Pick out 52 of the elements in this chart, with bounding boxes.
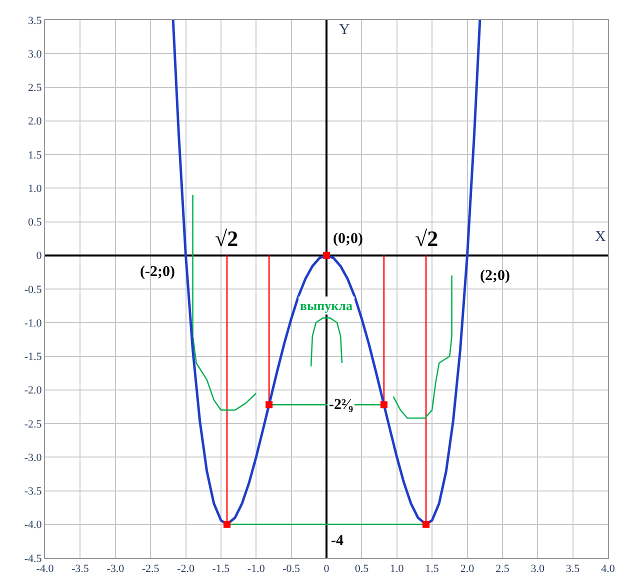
- annotation: выпукла: [300, 298, 353, 313]
- x-tick-label: 2.0: [460, 563, 475, 576]
- x-tick-label: -0.5: [282, 563, 301, 576]
- y-tick-label: 0: [36, 250, 42, 262]
- x-tick-label: 3.0: [530, 563, 546, 576]
- x-tick-label: -4.0: [36, 563, 54, 576]
- point: [266, 401, 273, 408]
- y-tick-label: -3.0: [24, 452, 42, 464]
- y-axis-title: Y: [339, 22, 350, 38]
- point: [380, 401, 388, 408]
- y-tick-label: 3.5: [28, 14, 42, 27]
- annotation: -4: [331, 533, 344, 549]
- annotation: -2²⁄₉: [329, 397, 354, 413]
- x-tick-label: 0.5: [354, 563, 370, 576]
- line-series: [310, 317, 343, 367]
- x-tick-label: 1.5: [425, 563, 440, 576]
- x-tick-label: -3.0: [106, 563, 125, 576]
- y-tick-label: -1.5: [24, 351, 42, 364]
- y-tick-label: 3.0: [28, 48, 42, 60]
- y-tick-label: -0.5: [24, 284, 42, 296]
- point: [422, 520, 430, 528]
- point: [323, 252, 330, 259]
- y-tick-label: -3.5: [24, 486, 42, 498]
- x-tick-label: 1.0: [390, 563, 404, 576]
- y-tick-label: 1.0: [28, 182, 42, 195]
- y-tick-label: 1.5: [28, 149, 42, 162]
- x-tick-label: -2.5: [142, 563, 160, 576]
- x-tick-label: 3.5: [566, 563, 580, 576]
- annotation: (-2;0): [140, 264, 175, 280]
- x-tick-label: 0: [324, 563, 330, 576]
- annotation: (0;0): [333, 231, 363, 247]
- line-series: [192, 194, 257, 411]
- y-tick-label: -1.0: [24, 317, 42, 330]
- y-tick-label: -4.5: [24, 552, 42, 565]
- point: [223, 520, 230, 528]
- y-tick-label: 0.5: [28, 216, 42, 229]
- y-tick-label: 2.5: [28, 82, 42, 94]
- annotation: (2;0): [480, 268, 510, 284]
- annotation: √2: [415, 226, 438, 251]
- y-tick-label: 2.0: [28, 116, 42, 128]
- annotation: √2: [215, 226, 238, 251]
- x-tick-label: 2.5: [496, 563, 510, 576]
- y-tick-label: -2.0: [24, 384, 42, 397]
- x-tick-label: -3.5: [71, 563, 90, 576]
- x-tick-label: -1.0: [247, 563, 266, 576]
- x-axis-title: X: [595, 229, 606, 245]
- x-tick-label: -1.5: [212, 563, 230, 576]
- y-tick-label: -4.0: [24, 519, 42, 532]
- x-tick-label: -2.0: [177, 563, 195, 576]
- y-tick-label: -2.5: [24, 418, 42, 430]
- line-series: [392, 274, 452, 419]
- x-tick-label: 4.0: [601, 563, 616, 576]
